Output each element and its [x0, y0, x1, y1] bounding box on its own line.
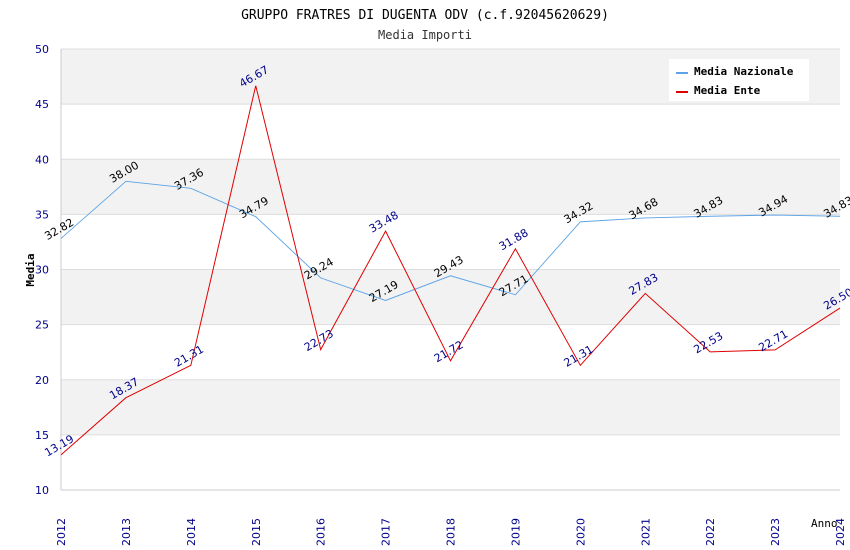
- legend-label-media-nazionale: Media Nazionale: [694, 65, 794, 78]
- x-tick-label: 2014: [185, 518, 198, 546]
- series-line-media-nazionale: [60, 180, 841, 301]
- x-tick-label: 2013: [120, 518, 133, 546]
- x-tick-label: 2016: [315, 518, 328, 546]
- x-tick-label: 2018: [445, 518, 458, 546]
- y-tick-label: 30: [35, 264, 49, 277]
- background-bands: [61, 49, 840, 435]
- x-tick-labels: 2012 2013 2014 2015 2016 2017 2018 2019 2020 2021…: [55, 518, 847, 546]
- chart-title: GRUPPO FRATRES DI DUGENTA ODV (c.f.92045…: [241, 8, 609, 23]
- y-tick-label: 15: [35, 429, 49, 442]
- data-label: 21.31: [562, 343, 596, 370]
- data-label: 21.72: [432, 338, 466, 365]
- axes: [60, 49, 840, 491]
- legend-box: [669, 59, 809, 101]
- x-tick-label: 2017: [380, 518, 393, 546]
- x-tick-label: 2019: [509, 518, 522, 546]
- legend: Media Nazionale Media Ente: [669, 59, 809, 101]
- x-tick-label: 2012: [55, 518, 68, 546]
- x-tick-label: 2020: [574, 518, 587, 546]
- background-band: [61, 379, 840, 435]
- y-tick-label: 20: [35, 374, 49, 387]
- grid-lines: [61, 48, 840, 491]
- y-tick-label: 10: [35, 484, 49, 497]
- x-tick-label: 2015: [250, 518, 263, 546]
- y-tick-label: 25: [35, 319, 49, 332]
- background-band: [61, 159, 840, 215]
- x-tick-label: 2021: [639, 518, 652, 546]
- series-lines: [60, 85, 841, 456]
- y-tick-label: 50: [35, 43, 49, 56]
- y-tick-label: 45: [35, 98, 49, 111]
- data-label: 31.88: [497, 226, 531, 253]
- legend-label-media-ente: Media Ente: [694, 84, 761, 97]
- x-tick-label: 2024: [834, 518, 847, 546]
- y-tick-label: 40: [35, 153, 49, 166]
- background-band: [61, 269, 840, 325]
- y-tick-labels: 10 15 20 25 30 35 40 45 50: [35, 43, 49, 497]
- data-label: 22.73: [302, 327, 336, 354]
- x-tick-label: 2022: [704, 518, 717, 546]
- chart-subtitle: Media Importi: [378, 28, 472, 42]
- x-axis-label: Anno: [811, 517, 838, 530]
- data-label: 22.53: [692, 329, 726, 356]
- y-axis-label: Media: [24, 253, 37, 286]
- series-line-media-ente: [60, 85, 841, 456]
- y-tick-label: 35: [35, 208, 49, 221]
- x-tick-label: 2023: [769, 518, 782, 546]
